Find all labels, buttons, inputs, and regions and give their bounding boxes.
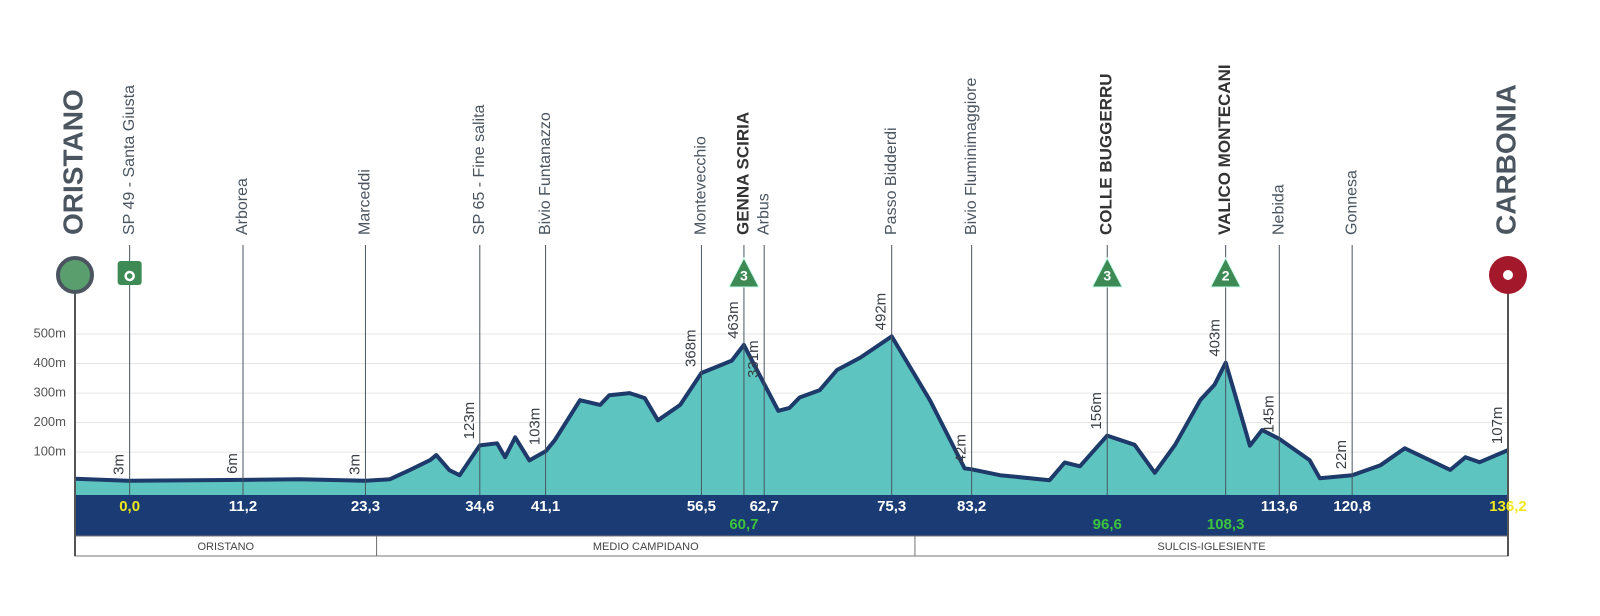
start-name: ORISTANO <box>57 89 88 235</box>
elevation-label: 145m <box>1260 395 1277 433</box>
elevation-label: 103m <box>527 408 544 446</box>
y-tick-label: 200m <box>33 414 66 429</box>
y-tick-label: 400m <box>33 355 66 370</box>
elevation-label: 6m <box>224 453 241 474</box>
climb-marker <box>728 256 760 288</box>
km-label: 11,2 <box>229 498 257 515</box>
waypoint-name: Montevecchio <box>693 136 710 235</box>
climb-category: 2 <box>1222 268 1230 284</box>
elevation-label: 123m <box>461 402 478 440</box>
region-label: MEDIO CAMPIDANO <box>593 541 699 553</box>
finish-dot <box>1503 270 1513 280</box>
elevation-label: 3m <box>346 454 363 475</box>
elevation-label: 492m <box>873 293 890 331</box>
start-marker <box>56 256 94 294</box>
elevation-label: 331m <box>745 340 762 378</box>
climb-marker <box>1209 256 1242 288</box>
climb-category: 3 <box>740 268 748 284</box>
km-label: 41,1 <box>531 498 560 515</box>
elevation-label: 403m <box>1207 319 1224 357</box>
waypoint-name: Passo Bidderdi <box>883 127 900 235</box>
waypoint-name: GENNA SCIRIA <box>733 112 752 235</box>
waypoint-name: Nebida <box>1271 184 1288 235</box>
waypoint-name: Bivio Funtanazzo <box>537 112 554 235</box>
waypoint-name: Gonnesa <box>1343 170 1360 235</box>
waypoint-name: SP 65 - Fine salita <box>471 104 488 235</box>
elevation-label: 42m <box>953 434 970 463</box>
elevation-label: 156m <box>1088 392 1105 430</box>
km-label: 0,0 <box>119 498 140 515</box>
elevation-label: 3m <box>111 454 128 475</box>
km-label: 34,6 <box>465 498 494 515</box>
y-tick-label: 100m <box>33 444 66 459</box>
waypoint-name: Marceddi <box>357 169 374 235</box>
km-label: 120,8 <box>1333 498 1371 515</box>
profile-line <box>74 334 1509 483</box>
elevation-label: 368m <box>682 329 699 367</box>
km-label: 62,7 <box>750 498 779 515</box>
waypoint-name: VALICO MONTECANI <box>1215 64 1234 235</box>
region-label: SULCIS-IGLESIENTE <box>1157 541 1265 553</box>
km-label: 23,3 <box>351 498 380 515</box>
waypoint-name: Arborea <box>234 178 251 235</box>
km-label: 96,6 <box>1093 516 1122 533</box>
waypoint-name: Bivio Fluminimaggiore <box>963 78 980 235</box>
climb-category: 3 <box>1103 268 1111 284</box>
elevation-label: 107m <box>1489 407 1506 445</box>
waypoint-name: Arbus <box>755 193 772 235</box>
km0-icon-dot <box>124 270 135 282</box>
km-label: 136,2 <box>1489 498 1527 515</box>
km-label: 56,5 <box>687 498 716 515</box>
climb-marker <box>1091 256 1124 288</box>
km-band <box>75 495 1508 536</box>
km-label: 113,6 <box>1261 498 1298 515</box>
waypoint-name: COLLE BUGGERRU <box>1097 74 1116 236</box>
y-tick-label: 300m <box>33 385 66 400</box>
finish-name: CARBONIA <box>1490 84 1521 235</box>
profile-area <box>75 336 1508 495</box>
km-label: 75,3 <box>877 498 906 515</box>
km-label: 83,2 <box>957 498 986 515</box>
region-label: ORISTANO <box>197 541 254 553</box>
y-tick-label: 500m <box>33 325 66 340</box>
elevation-label: 463m <box>725 301 742 339</box>
km-label: 60,7 <box>729 516 758 533</box>
waypoint-name: SP 49 - Santa Giusta <box>121 85 138 235</box>
km-label: 108,3 <box>1207 516 1245 533</box>
elevation-label: 22m <box>1333 440 1350 469</box>
